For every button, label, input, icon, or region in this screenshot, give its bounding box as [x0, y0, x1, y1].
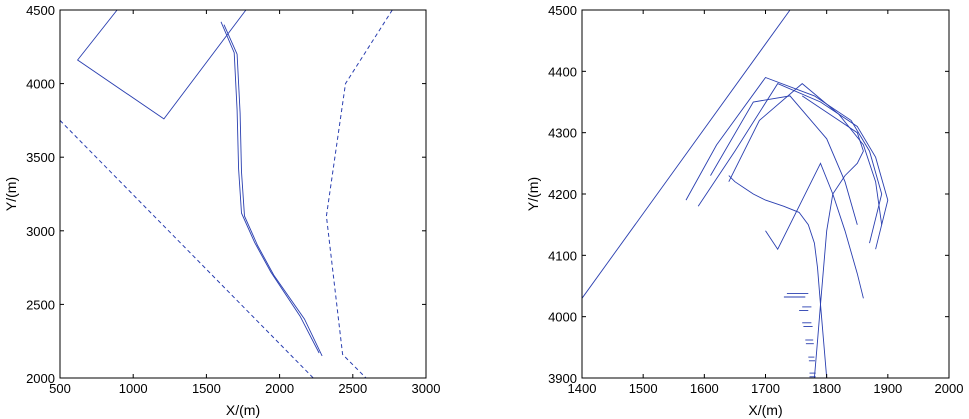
x-tick-label: 3000: [412, 381, 441, 396]
series-line-4: [697, 83, 889, 250]
x-tick-label: 2000: [265, 381, 294, 396]
y-tick-label: 4000: [548, 310, 577, 325]
x-tick-label: 1400: [568, 381, 597, 396]
left-panel: 500 1000 1500 2000 2500 3000 2000 2500 3000 3500 4…: [3, 3, 440, 418]
series-line-3: [223, 24, 323, 357]
plot-area: [582, 10, 889, 378]
x-axis-label: X/(m): [748, 402, 782, 418]
y-tick-label: 3900: [548, 371, 577, 386]
x-tick-label: 1900: [873, 381, 902, 396]
series-line-1: [728, 175, 828, 378]
series-line-2: [801, 95, 864, 378]
y-tick-label: 3500: [26, 150, 55, 165]
series-line-2: [325, 10, 393, 378]
y-axis-label: Y/(m): [3, 177, 19, 211]
y-tick-label: 4300: [548, 126, 577, 141]
x-tick-label: 1000: [119, 381, 148, 396]
y-tick-label: 4500: [548, 3, 577, 18]
series-line-1: [60, 120, 314, 378]
x-tick-label: 1500: [629, 381, 658, 396]
series-line-5: [765, 162, 864, 299]
series-line-4: [220, 21, 320, 354]
series-line-6: [728, 83, 883, 225]
y-tick-label: 4500: [26, 3, 55, 18]
y-tick-label: 4200: [548, 187, 577, 202]
y-tick-label: 2000: [26, 371, 55, 386]
axes-frame: [581, 9, 950, 379]
y-tick-label: 4100: [548, 248, 577, 263]
series-line-7: [710, 95, 858, 225]
x-tick-label: 1700: [751, 381, 780, 396]
y-tick-label: 3000: [26, 224, 55, 239]
x-tick-label: 1800: [812, 381, 841, 396]
x-tick-label: 2000: [935, 381, 964, 396]
x-tick-label: 1600: [690, 381, 719, 396]
y-tick-label: 4000: [26, 77, 55, 92]
y-tick-label: 2500: [26, 297, 55, 312]
series-line-0: [582, 10, 791, 299]
series-line-3: [685, 76, 883, 244]
y-tick-label: 4400: [548, 64, 577, 79]
plot-area: [60, 10, 393, 378]
x-tick-label: 1500: [192, 381, 221, 396]
x-tick-label: 500: [49, 381, 71, 396]
y-axis-label: Y/(m): [525, 177, 541, 211]
right-panel: 1400 1500 1600 1700 1800 1900 2000 3900 4000 4100…: [525, 3, 963, 418]
axes-frame: [59, 9, 427, 379]
series-line-0: [76, 10, 247, 120]
x-axis-label: X/(m): [226, 402, 260, 418]
x-tick-label: 2500: [338, 381, 367, 396]
